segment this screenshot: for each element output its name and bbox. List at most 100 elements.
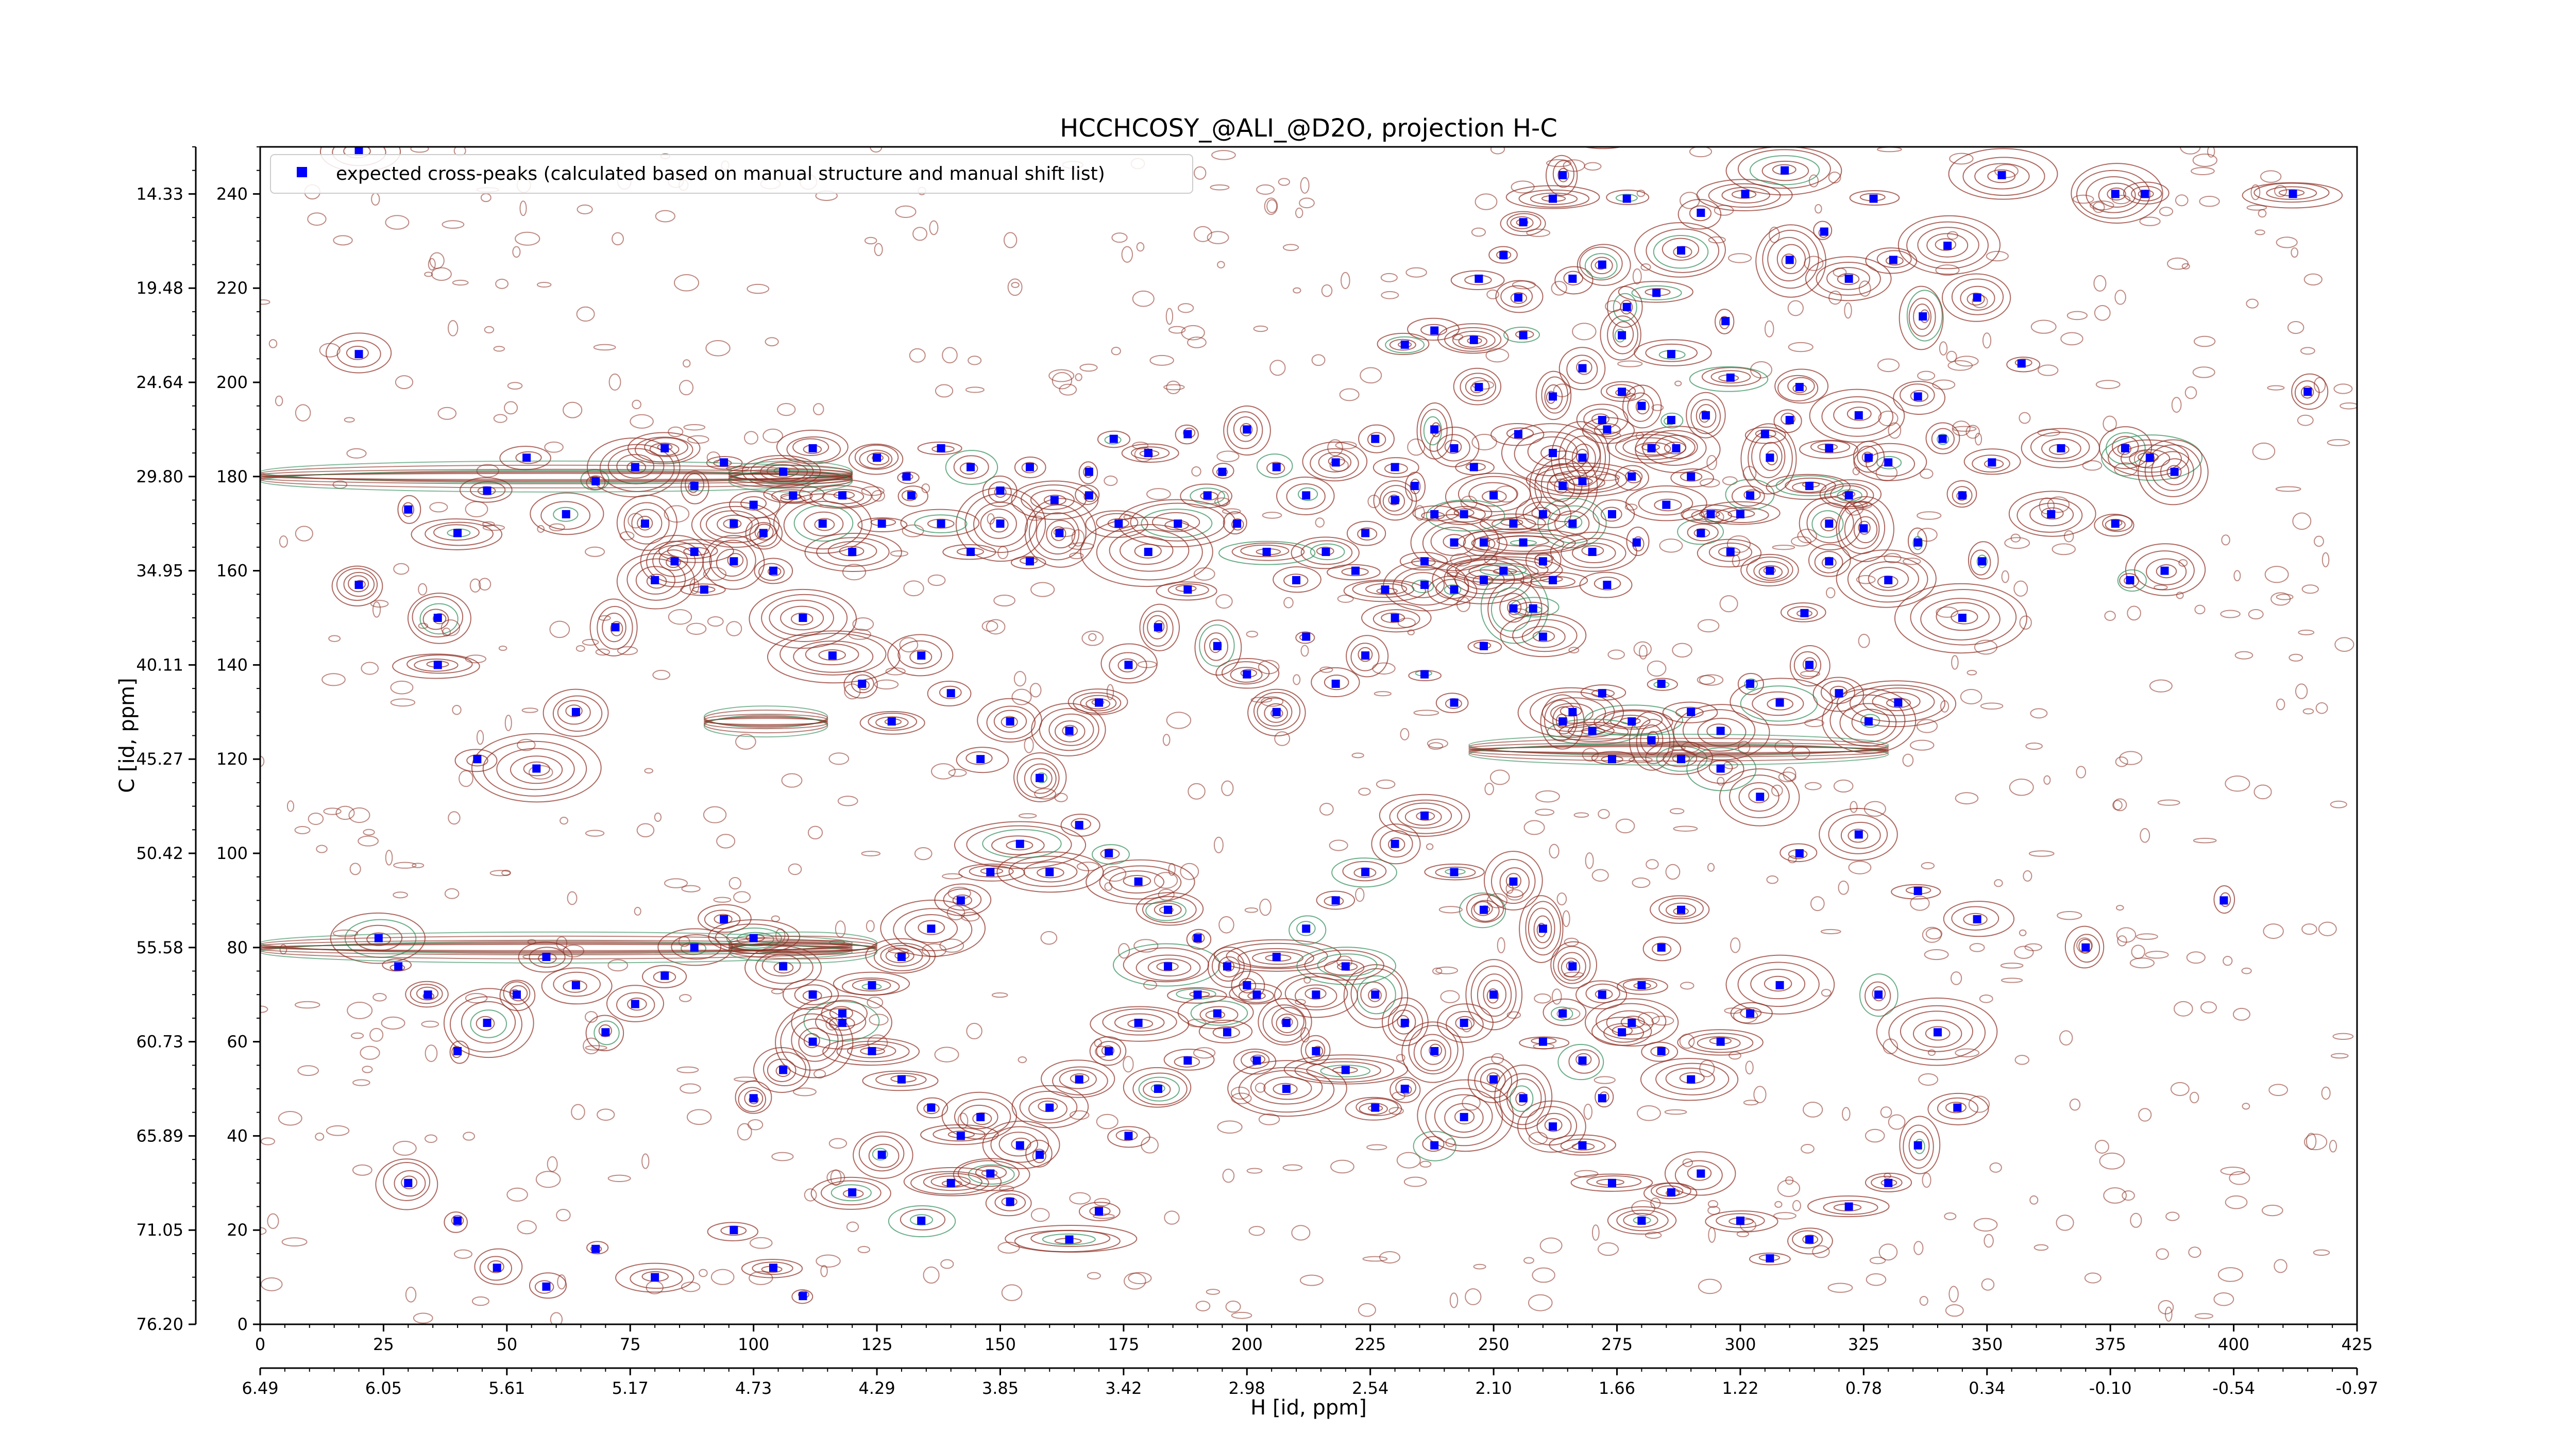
noise-contour: [1300, 177, 1310, 194]
peak-contour: [1893, 381, 1946, 415]
noise-contour: [1869, 1256, 1886, 1265]
noise-contour: [1440, 990, 1460, 1003]
noise-contour: [2117, 935, 2127, 947]
cross-peak-marker: [1164, 962, 1173, 971]
peak-contour: [1595, 1086, 1614, 1108]
peak-contour: [1908, 1131, 1930, 1161]
peak-contour: [982, 829, 1062, 858]
peak-contour: [1662, 701, 1718, 723]
peak-contour: [809, 485, 872, 508]
noise-contour: [2194, 604, 2206, 615]
peak-contour: [1897, 215, 2001, 275]
peak-contour: [1571, 543, 1616, 563]
noise-contour: [429, 502, 448, 513]
peak-contour: [1317, 953, 1378, 977]
peak-contour: [419, 603, 459, 635]
peak-contour: [1951, 278, 2004, 315]
cross-peak-marker: [2289, 190, 2297, 198]
noise-contour: [2246, 298, 2259, 309]
peak-contour: [857, 517, 908, 533]
peak-contour: [1107, 1126, 1150, 1148]
noise-contour: [1632, 877, 1651, 888]
cross-peak-marker: [1652, 289, 1661, 297]
noise-contour: [991, 992, 1008, 998]
noise-contour: [2329, 1139, 2337, 1153]
peak-contour: [1762, 229, 1819, 289]
peak-contour: [479, 1256, 512, 1281]
peak-contour: [1266, 462, 1285, 475]
peak-contour: [816, 537, 890, 567]
noise-contour: [1093, 1214, 1115, 1219]
peak-contour: [1853, 441, 1885, 473]
peak-contour: [2094, 513, 2134, 537]
peak-contour: [1948, 148, 2058, 200]
peak-contour: [1575, 980, 1628, 1009]
noise-contour: [1888, 1114, 1906, 1130]
peak-contour: [1030, 768, 1053, 789]
peak-contour: [1343, 964, 1409, 1029]
cross-peak-marker: [1124, 661, 1133, 669]
peak-contour: [843, 670, 878, 699]
peak-contour: [1163, 1049, 1215, 1071]
peak-contour: [1780, 602, 1826, 622]
peak-contour: [1372, 457, 1419, 478]
peak-contour: [1453, 367, 1502, 406]
noise-contour: [1207, 231, 1229, 244]
peak-contour: [738, 1087, 767, 1113]
noise-contour: [1274, 731, 1291, 746]
noise-contour: [1967, 670, 1977, 676]
cross-peak-marker: [1756, 793, 1765, 801]
cross-peak-marker: [1331, 679, 1340, 688]
noise-contour: [1858, 280, 1871, 297]
peak-contour: [775, 1065, 791, 1077]
noise-contour: [493, 414, 507, 423]
noise-contour: [1315, 517, 1325, 528]
y-index-tick-label: 120: [216, 749, 248, 769]
x-ppm-tick-label: -0.54: [2212, 1378, 2255, 1398]
y-ppm-tick-label: 34.95: [136, 561, 183, 581]
cross-peak-marker: [433, 661, 442, 669]
y-ppm-tick-label: 40.11: [136, 655, 183, 675]
cross-peak-marker: [1716, 1037, 1725, 1046]
peak-contour: [1838, 501, 1886, 554]
noise-contour: [1231, 1092, 1252, 1104]
cross-peak-marker: [828, 651, 837, 660]
noise-contour: [348, 807, 370, 823]
peak-contour: [1138, 1076, 1180, 1102]
peak-contour: [1865, 981, 1891, 1011]
peak-contour: [763, 1051, 806, 1087]
peak-contour: [868, 713, 918, 731]
noise-contour: [1166, 712, 1192, 729]
noise-contour: [2030, 319, 2057, 334]
noise-contour: [1407, 438, 1426, 456]
cross-peak-marker: [1795, 849, 1804, 857]
peak-contour: [1937, 1097, 1979, 1120]
noise-contour: [1003, 232, 1018, 248]
peak-contour: [1401, 1021, 1464, 1083]
noise-contour: [328, 635, 341, 642]
peak-contour: [1859, 973, 1899, 1017]
peak-contour: [470, 1009, 507, 1038]
peak-contour: [1520, 571, 1588, 589]
cross-peak-marker: [730, 1226, 738, 1235]
noise-contour: [771, 915, 780, 922]
noise-contour: [1473, 1263, 1486, 1270]
peak-contour: [1262, 1004, 1307, 1043]
peak-contour: [793, 504, 854, 542]
peak-contour: [1655, 1063, 1730, 1096]
peak-contour: [1233, 1049, 1277, 1075]
noise-contour: [1261, 696, 1284, 707]
peak-contour: [1615, 434, 1687, 460]
noise-contour: [2318, 921, 2337, 936]
peak-contour: [1011, 1137, 1031, 1151]
peak-contour: [1647, 678, 1678, 691]
peak-contour: [1199, 624, 1235, 667]
noise-contour: [307, 212, 327, 226]
cross-peak-marker: [1302, 491, 1311, 500]
peak-contour: [1019, 1090, 1078, 1124]
peak-contour: [1477, 973, 1512, 1017]
peak-contour: [1454, 1109, 1475, 1125]
noise-contour: [2255, 229, 2265, 235]
peak-contour: [1039, 707, 1099, 751]
peak-contour: [1295, 984, 1337, 1008]
